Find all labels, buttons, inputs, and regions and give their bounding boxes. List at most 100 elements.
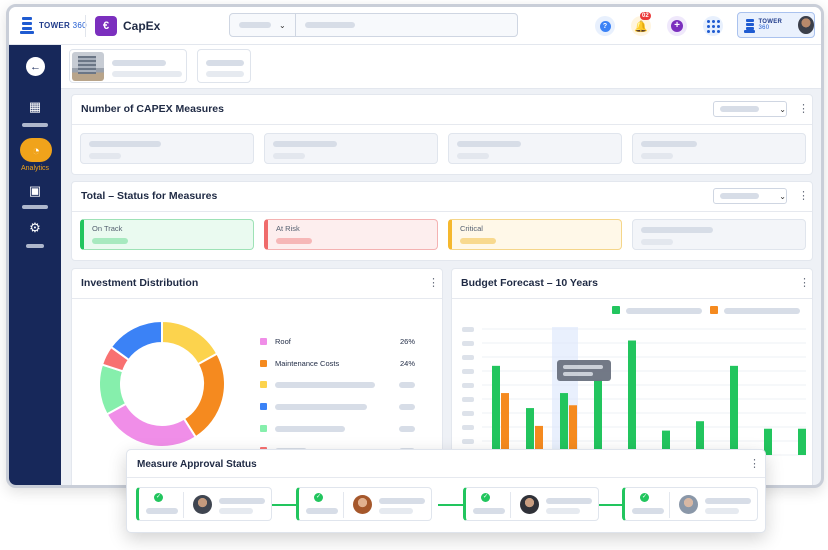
approval-step[interactable]: ✓ bbox=[136, 487, 272, 521]
building-icon[interactable]: ▦ bbox=[28, 99, 42, 114]
panel-title: Total – Status for Measures bbox=[81, 190, 218, 202]
legend-item[interactable] bbox=[260, 425, 415, 432]
sidebar-item-analytics[interactable]: Analytics bbox=[20, 165, 49, 172]
brand-name: TOWER bbox=[39, 20, 71, 30]
bar[interactable] bbox=[569, 405, 577, 455]
legend-item[interactable] bbox=[260, 381, 415, 388]
more-options-icon[interactable]: ⋮ bbox=[798, 103, 809, 115]
top-bar: TOWER 360 € CapEx ⌄ ? 🔔 02 + bbox=[9, 7, 821, 45]
donut-slice[interactable] bbox=[182, 352, 226, 439]
status-card-at-risk[interactable]: At Risk bbox=[264, 219, 438, 250]
donut-slice[interactable] bbox=[105, 402, 198, 448]
approval-connector bbox=[271, 504, 299, 506]
legend-label: Maintenance Costs bbox=[275, 359, 340, 368]
y-tick-label bbox=[462, 439, 474, 444]
legend-label: Roof bbox=[275, 337, 291, 346]
money-icon[interactable]: ▣ bbox=[28, 183, 42, 198]
y-tick-label bbox=[462, 369, 474, 374]
notifications-bell-icon[interactable]: 🔔 02 bbox=[631, 12, 651, 36]
approver-avatar bbox=[679, 495, 698, 514]
back-arrow-icon[interactable]: ← bbox=[26, 57, 45, 76]
check-icon: ✓ bbox=[154, 493, 163, 502]
approval-title: Measure Approval Status bbox=[137, 459, 257, 470]
tower-logo-icon bbox=[19, 16, 35, 34]
search-scope-select[interactable]: ⌄ bbox=[230, 14, 296, 36]
legend-swatch bbox=[260, 425, 267, 432]
capex-filter-dropdown[interactable]: ⌄ bbox=[713, 101, 787, 117]
notifications-count-badge: 02 bbox=[640, 12, 651, 20]
sidebar-item-label bbox=[22, 205, 48, 209]
app-window: TOWER 360 € CapEx ⌄ ? 🔔 02 + bbox=[6, 4, 824, 488]
chevron-down-icon: ⌄ bbox=[279, 20, 286, 30]
legend-item[interactable]: Maintenance Costs 24% bbox=[260, 359, 415, 368]
donut-slice[interactable] bbox=[109, 319, 163, 362]
bar[interactable] bbox=[662, 430, 670, 455]
add-icon[interactable]: + bbox=[667, 16, 687, 36]
status-card-critical[interactable]: Critical bbox=[448, 219, 622, 250]
analytics-icon[interactable]: ◔ bbox=[20, 138, 52, 162]
kpi-card[interactable] bbox=[448, 133, 622, 164]
approval-step[interactable]: ✓ bbox=[296, 487, 432, 521]
y-tick-label bbox=[462, 425, 474, 430]
capex-measures-panel: Number of CAPEX Measures ⌄ ⋮ bbox=[71, 94, 813, 175]
gear-icon[interactable]: ⚙ bbox=[29, 220, 41, 235]
approval-step[interactable]: ✓ bbox=[463, 487, 599, 521]
approval-connector bbox=[597, 504, 625, 506]
status-card-on-track[interactable]: On Track bbox=[80, 219, 254, 250]
bar[interactable] bbox=[628, 340, 636, 455]
bar[interactable] bbox=[492, 365, 500, 455]
kpi-card[interactable] bbox=[264, 133, 438, 164]
more-options-icon[interactable]: ⋮ bbox=[749, 458, 760, 470]
bar[interactable] bbox=[696, 421, 704, 455]
bar[interactable] bbox=[560, 393, 568, 455]
secondary-selector[interactable] bbox=[197, 49, 251, 83]
y-tick-label bbox=[462, 383, 474, 388]
bar[interactable] bbox=[535, 425, 543, 455]
budget-forecast-panel: Budget Forecast – 10 Years ⋮ bbox=[451, 268, 813, 485]
approval-step[interactable]: ✓ bbox=[622, 487, 758, 521]
bar[interactable] bbox=[730, 365, 738, 455]
approver-avatar bbox=[193, 495, 212, 514]
check-icon: ✓ bbox=[640, 493, 649, 502]
investment-distribution-panel: Investment Distribution ⋮ Roof 26% Mainten… bbox=[71, 268, 443, 485]
property-card[interactable] bbox=[69, 49, 187, 83]
legend-swatch-orange bbox=[710, 306, 718, 314]
more-options-icon[interactable]: ⋮ bbox=[799, 277, 810, 289]
chart-tooltip bbox=[557, 360, 611, 381]
apps-grid-icon[interactable] bbox=[703, 16, 723, 36]
legend-swatch-green bbox=[612, 306, 620, 314]
legend-value: 26% bbox=[399, 337, 415, 346]
y-tick-label bbox=[462, 355, 474, 360]
kpi-card[interactable] bbox=[80, 133, 254, 164]
user-menu[interactable]: TOWER 360 bbox=[737, 12, 815, 38]
more-options-icon[interactable]: ⋮ bbox=[798, 190, 809, 202]
bar[interactable] bbox=[594, 379, 602, 455]
status-row: On Track At Risk Critical bbox=[72, 212, 812, 260]
bar[interactable] bbox=[526, 408, 534, 455]
search-input[interactable] bbox=[296, 14, 517, 36]
bar[interactable] bbox=[501, 393, 509, 455]
status-filter-dropdown[interactable]: ⌄ bbox=[713, 188, 787, 204]
approver-avatar bbox=[353, 495, 372, 514]
legend-item[interactable]: Roof 26% bbox=[260, 337, 415, 346]
tower360-logo[interactable]: TOWER 360 bbox=[19, 16, 87, 34]
legend-swatch bbox=[260, 381, 267, 388]
chart-legend bbox=[612, 306, 812, 316]
divider bbox=[85, 15, 86, 37]
legend-item[interactable] bbox=[260, 403, 415, 410]
check-icon: ✓ bbox=[314, 493, 323, 502]
status-card[interactable] bbox=[632, 219, 806, 250]
bar[interactable] bbox=[798, 428, 806, 455]
help-icon[interactable]: ? bbox=[595, 16, 615, 36]
status-measures-panel: Total – Status for Measures ⌄ ⋮ On Track… bbox=[71, 181, 813, 261]
more-options-icon[interactable]: ⋮ bbox=[428, 277, 439, 289]
approval-connector bbox=[438, 504, 466, 506]
kpi-card[interactable] bbox=[632, 133, 806, 164]
panel-title: Number of CAPEX Measures bbox=[81, 103, 224, 115]
legend-swatch bbox=[260, 360, 267, 367]
panel-title: Budget Forecast – 10 Years bbox=[461, 277, 598, 289]
bar[interactable] bbox=[764, 428, 772, 455]
measure-approval-card: Measure Approval Status ⋮ ✓ ✓ ✓ ✓ bbox=[126, 449, 766, 533]
legend-swatch bbox=[260, 338, 267, 345]
capex-module-icon: € bbox=[95, 16, 117, 36]
